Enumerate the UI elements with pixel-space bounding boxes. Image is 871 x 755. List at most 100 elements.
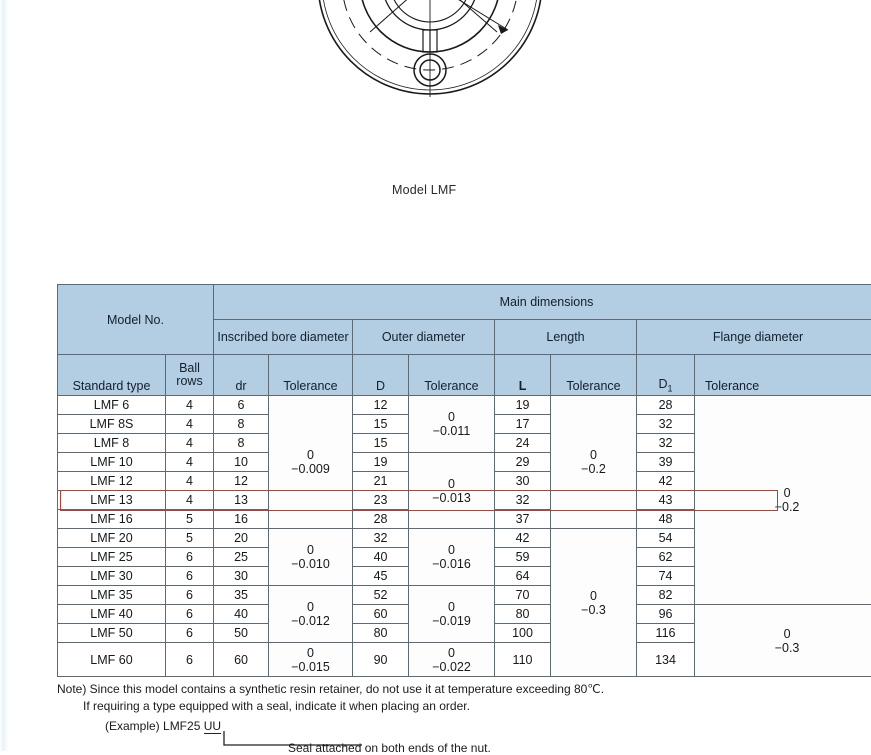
cell-tolerance-dr: 0−0.012 <box>269 586 353 643</box>
cell-model: LMF 13 <box>58 491 166 510</box>
header-D1-subscript: 1 <box>668 383 673 393</box>
cell-tolerance-L: 0−0.3 <box>551 529 637 677</box>
cell-dr: 12 <box>214 472 269 491</box>
cell-ball-rows: 4 <box>166 434 214 453</box>
cell-model: LMF 20 <box>58 529 166 548</box>
cell-tolerance-D: 0−0.013 <box>409 453 495 529</box>
header-col-D1: D1 <box>637 355 695 396</box>
cell-dr: 8 <box>214 434 269 453</box>
cell-dr: 30 <box>214 567 269 586</box>
header-group-flange-diameter: Flange diameter <box>637 320 871 355</box>
header-col-standard-type: Standard type <box>58 355 166 396</box>
cell-D: 32 <box>353 529 409 548</box>
cell-tolerance-dr-upper: 0 <box>269 600 352 614</box>
header-group-outer-diameter: Outer diameter <box>353 320 495 355</box>
cell-D: 12 <box>353 396 409 415</box>
cell-D1: 39 <box>637 453 695 472</box>
header-group-inscribed-bore: Inscribed bore diameter <box>214 320 353 355</box>
cell-L: 17 <box>495 415 551 434</box>
cell-dr: 8 <box>214 415 269 434</box>
cell-D1: 54 <box>637 529 695 548</box>
table-header: Model No. Main dimensions Inscribed bore… <box>58 285 871 396</box>
cell-L: 59 <box>495 548 551 567</box>
cell-ball-rows: 6 <box>166 567 214 586</box>
cell-ball-rows: 4 <box>166 415 214 434</box>
cell-dr: 13 <box>214 491 269 510</box>
note-line-1: Note) Since this model contains a synthe… <box>57 681 847 698</box>
cell-dr: 6 <box>214 396 269 415</box>
cell-tolerance-dr: 0−0.010 <box>269 529 353 586</box>
header-ball-rows-line2: rows <box>176 374 202 388</box>
cell-D1: 43 <box>637 491 695 510</box>
header-col-ball-rows: Ball rows <box>166 355 214 396</box>
cell-ball-rows: 6 <box>166 548 214 567</box>
cell-model: LMF 40 <box>58 605 166 624</box>
cell-ball-rows: 6 <box>166 643 214 677</box>
header-col-tolerance-dr: Tolerance <box>269 355 353 396</box>
cell-D1: 116 <box>637 624 695 643</box>
cell-D: 60 <box>353 605 409 624</box>
cell-tolerance-dr-lower: −0.010 <box>269 557 352 571</box>
cell-tolerance-D-lower: −0.016 <box>409 557 494 571</box>
cell-tolerance-dr-lower: −0.012 <box>269 614 352 628</box>
cell-ball-rows: 4 <box>166 472 214 491</box>
header-D1-base: D <box>658 377 667 391</box>
cell-ball-rows: 4 <box>166 453 214 472</box>
cell-model: LMF 12 <box>58 472 166 491</box>
cell-L: 30 <box>495 472 551 491</box>
cell-L: 100 <box>495 624 551 643</box>
cell-ball-rows: 6 <box>166 586 214 605</box>
cell-D: 52 <box>353 586 409 605</box>
cell-L: 37 <box>495 510 551 529</box>
cell-L: 70 <box>495 586 551 605</box>
cell-D1: 32 <box>637 434 695 453</box>
footnote-block: Note) Since this model contains a synthe… <box>57 681 847 715</box>
cell-D1: 74 <box>637 567 695 586</box>
header-model-no: Model No. <box>58 285 214 355</box>
cell-tolerance-L-lower: −0.2 <box>551 462 636 476</box>
cell-model: LMF 50 <box>58 624 166 643</box>
cell-tolerance-L-lower: −0.3 <box>551 603 636 617</box>
cell-D: 45 <box>353 567 409 586</box>
cell-tolerance-dr: 0−0.015 <box>269 643 353 677</box>
header-col-tolerance-D1: Tolerance <box>695 355 871 396</box>
cell-ball-rows: 4 <box>166 396 214 415</box>
cell-dr: 60 <box>214 643 269 677</box>
cell-model: LMF 60 <box>58 643 166 677</box>
cell-D1: 42 <box>637 472 695 491</box>
cell-D1: 82 <box>637 586 695 605</box>
cell-ball-rows: 4 <box>166 491 214 510</box>
cell-model: LMF 16 <box>58 510 166 529</box>
cell-ball-rows: 5 <box>166 510 214 529</box>
cell-L: 24 <box>495 434 551 453</box>
cell-tolerance-D-upper: 0 <box>409 543 494 557</box>
example-prefix: (Example) LMF25 <box>105 719 204 733</box>
cell-tolerance-D-lower: −0.011 <box>409 424 494 438</box>
cell-model: LMF 30 <box>58 567 166 586</box>
cell-D: 21 <box>353 472 409 491</box>
cell-tolerance-D: 0−0.016 <box>409 529 495 586</box>
cell-ball-rows: 6 <box>166 605 214 624</box>
header-group-length: Length <box>495 320 637 355</box>
cell-tolerance-D1: 0−0.2 <box>695 396 871 605</box>
header-col-dr: dr <box>214 355 269 396</box>
cell-D1: 48 <box>637 510 695 529</box>
cell-tolerance-D-upper: 0 <box>409 600 494 614</box>
cell-tolerance-L-upper: 0 <box>551 589 636 603</box>
cell-model: LMF 25 <box>58 548 166 567</box>
cell-dr: 35 <box>214 586 269 605</box>
cell-D1: 62 <box>637 548 695 567</box>
product-drawing: Model LMF <box>0 0 871 268</box>
cell-dr: 40 <box>214 605 269 624</box>
cell-tolerance-L-upper: 0 <box>551 448 636 462</box>
cell-dr: 50 <box>214 624 269 643</box>
cell-D: 28 <box>353 510 409 529</box>
cell-tolerance-D-upper: 0 <box>409 646 494 660</box>
cell-L: 19 <box>495 396 551 415</box>
cell-D: 23 <box>353 491 409 510</box>
cell-tolerance-D1-lower: −0.3 <box>695 641 871 655</box>
cell-model: LMF 35 <box>58 586 166 605</box>
cell-tolerance-D: 0−0.022 <box>409 643 495 677</box>
cell-tolerance-dr-upper: 0 <box>269 543 352 557</box>
cell-L: 29 <box>495 453 551 472</box>
